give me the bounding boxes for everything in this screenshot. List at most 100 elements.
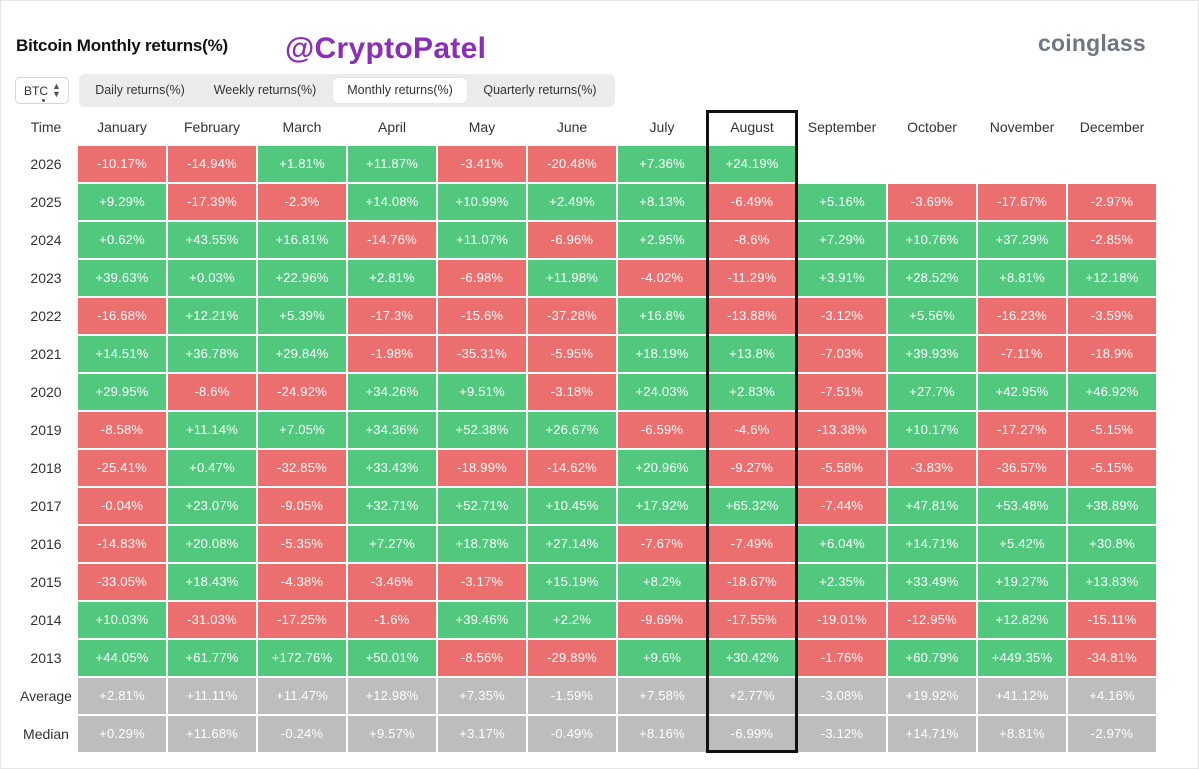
return-cell: +8.13% — [618, 184, 706, 220]
return-cell: -1.6% — [348, 602, 436, 638]
return-cell: -31.03% — [168, 602, 256, 638]
return-cell: +10.03% — [78, 602, 166, 638]
return-cell: -3.17% — [438, 564, 526, 600]
return-cell: +5.56% — [888, 298, 976, 334]
return-cell: -6.59% — [618, 412, 706, 448]
return-cell: +11.87% — [348, 146, 436, 182]
return-cell: +11.98% — [528, 260, 616, 296]
return-cell: +449.35% — [978, 640, 1066, 676]
return-cell: +60.79% — [888, 640, 976, 676]
return-cell: -18.9% — [1068, 336, 1156, 372]
return-cell: -2.3% — [258, 184, 346, 220]
returns-tab-bar: Daily returns(%) Weekly returns(%) Month… — [79, 74, 615, 107]
return-cell: +39.63% — [78, 260, 166, 296]
return-cell: +14.08% — [348, 184, 436, 220]
return-cell: -24.92% — [258, 374, 346, 410]
return-cell: +13.83% — [1068, 564, 1156, 600]
return-cell: +12.21% — [168, 298, 256, 334]
row-label-median: Median — [23, 726, 69, 742]
column-header-january: January — [97, 119, 147, 135]
tab-monthly-returns[interactable]: Monthly returns(%) — [333, 78, 467, 103]
return-cell: +22.96% — [258, 260, 346, 296]
return-cell: +9.6% — [618, 640, 706, 676]
return-cell: -7.11% — [978, 336, 1066, 372]
return-cell: -9.69% — [618, 602, 706, 638]
return-cell: -6.98% — [438, 260, 526, 296]
return-cell: -4.6% — [708, 412, 796, 448]
return-cell: -37.28% — [528, 298, 616, 334]
return-cell: +5.16% — [798, 184, 886, 220]
return-cell: +14.51% — [78, 336, 166, 372]
return-cell: +2.2% — [528, 602, 616, 638]
return-cell: -14.62% — [528, 450, 616, 486]
return-cell: -7.51% — [798, 374, 886, 410]
return-cell: +6.04% — [798, 526, 886, 562]
return-cell: +19.92% — [888, 678, 976, 714]
return-cell: +41.12% — [978, 678, 1066, 714]
return-cell: +52.71% — [438, 488, 526, 524]
return-cell: +8.16% — [618, 716, 706, 752]
return-cell: -6.96% — [528, 222, 616, 258]
return-cell: +37.29% — [978, 222, 1066, 258]
return-cell: -7.03% — [798, 336, 886, 372]
column-header-april: April — [377, 119, 406, 135]
return-cell: +29.95% — [78, 374, 166, 410]
return-cell: +2.81% — [348, 260, 436, 296]
return-cell: -10.17% — [78, 146, 166, 182]
tab-quarterly-returns[interactable]: Quarterly returns(%) — [483, 83, 597, 97]
return-cell: +15.19% — [528, 564, 616, 600]
return-cell: -5.58% — [798, 450, 886, 486]
row-label-2023: 2023 — [30, 270, 62, 286]
return-cell: -17.67% — [978, 184, 1066, 220]
tab-weekly-returns[interactable]: Weekly returns(%) — [213, 83, 317, 97]
return-cell: +11.14% — [168, 412, 256, 448]
return-cell: -14.76% — [348, 222, 436, 258]
return-cell: +27.7% — [888, 374, 976, 410]
tab-daily-returns[interactable]: Daily returns(%) — [95, 83, 185, 97]
watermark-handle: @CryptoPatel — [285, 32, 487, 65]
column-header-time: Time — [30, 119, 62, 135]
return-cell: +44.05% — [78, 640, 166, 676]
return-cell: -5.15% — [1068, 412, 1156, 448]
return-cell: +14.71% — [888, 526, 976, 562]
column-header-march: March — [282, 119, 322, 135]
return-cell: -14.94% — [168, 146, 256, 182]
return-cell: -4.38% — [258, 564, 346, 600]
return-cell: -1.76% — [798, 640, 886, 676]
return-cell: +0.47% — [168, 450, 256, 486]
return-cell: +9.57% — [348, 716, 436, 752]
return-cell: +27.14% — [528, 526, 616, 562]
return-cell: +0.62% — [78, 222, 166, 258]
asset-select[interactable]: BTC ▲ ▼ — [15, 77, 69, 104]
return-cell: +9.29% — [78, 184, 166, 220]
return-cell: +13.8% — [708, 336, 796, 372]
return-cell: -17.3% — [348, 298, 436, 334]
return-cell: -11.29% — [708, 260, 796, 296]
return-cell: -5.95% — [528, 336, 616, 372]
return-cell: -3.46% — [348, 564, 436, 600]
return-cell: +11.07% — [438, 222, 526, 258]
return-cell: +39.93% — [888, 336, 976, 372]
return-cell: -6.49% — [708, 184, 796, 220]
return-cell: +7.58% — [618, 678, 706, 714]
return-cell: +10.45% — [528, 488, 616, 524]
return-cell: +10.76% — [888, 222, 976, 258]
return-cell: +3.17% — [438, 716, 526, 752]
return-cell: -0.49% — [528, 716, 616, 752]
row-label-2024: 2024 — [30, 232, 62, 248]
return-cell: +12.98% — [348, 678, 436, 714]
return-cell: -19.01% — [798, 602, 886, 638]
return-cell: +5.42% — [978, 526, 1066, 562]
return-cell: -4.02% — [618, 260, 706, 296]
return-cell: +10.99% — [438, 184, 526, 220]
return-cell: +65.32% — [708, 488, 796, 524]
return-cell: +52.38% — [438, 412, 526, 448]
return-cell: -15.6% — [438, 298, 526, 334]
return-cell: -6.99% — [708, 716, 796, 752]
return-cell: -3.12% — [798, 716, 886, 752]
return-cell: +14.71% — [888, 716, 976, 752]
column-header-october: October — [907, 119, 957, 135]
column-header-june: June — [556, 119, 588, 135]
return-cell: +34.36% — [348, 412, 436, 448]
return-cell: +46.92% — [1068, 374, 1156, 410]
